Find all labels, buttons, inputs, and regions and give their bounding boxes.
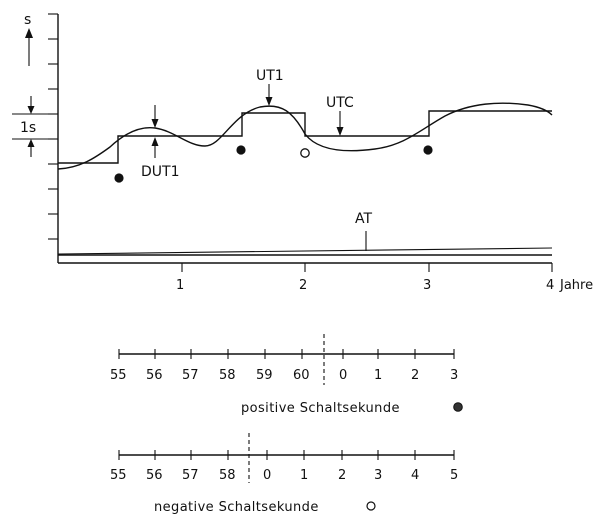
scale-tick: 56 bbox=[146, 368, 163, 383]
ut1-curve bbox=[57, 102, 553, 170]
scale-tick: 55 bbox=[110, 368, 127, 383]
one-second-marker: 1s bbox=[12, 96, 58, 157]
scale-tick: 0 bbox=[339, 368, 347, 383]
arrow-up-icon bbox=[151, 137, 159, 146]
x-tick-2: 2 bbox=[299, 278, 307, 293]
at-label: AT bbox=[355, 211, 372, 227]
x-axis-unit: Jahre bbox=[559, 278, 593, 293]
open-circle-icon bbox=[366, 501, 376, 511]
positive-leap-second-dot bbox=[236, 145, 246, 155]
scale-tick: 56 bbox=[146, 468, 163, 483]
time-plot: s 1s 1 2 3 4 Jahre AT bbox=[12, 12, 593, 293]
scale-tick: 1 bbox=[374, 368, 382, 383]
negative-leap-second-circle bbox=[300, 148, 310, 158]
scale-tick: 0 bbox=[263, 468, 271, 483]
scale-tick: 58 bbox=[219, 368, 236, 383]
y-axis-arrow-icon bbox=[25, 28, 33, 38]
scale-tick: 57 bbox=[182, 368, 199, 383]
scale-tick: 2 bbox=[411, 368, 419, 383]
positive-leap-second-scale: 55 56 57 58 59 60 0 1 2 3 positive Schal… bbox=[110, 334, 463, 416]
scale-tick: 58 bbox=[219, 468, 236, 483]
scale-tick: 3 bbox=[450, 368, 458, 383]
x-tick-1: 1 bbox=[176, 278, 184, 293]
scale-tick: 55 bbox=[110, 468, 127, 483]
scale-tick: 4 bbox=[411, 468, 419, 483]
scale-tick: 2 bbox=[338, 468, 346, 483]
scale-tick: 57 bbox=[182, 468, 199, 483]
positive-leap-second-dot bbox=[114, 173, 124, 183]
arrow-down-icon bbox=[27, 106, 35, 114]
scale-tick: 59 bbox=[256, 368, 273, 383]
scale-tick: 60 bbox=[293, 368, 310, 383]
arrow-down-icon bbox=[151, 119, 159, 128]
arrow-down-icon bbox=[336, 127, 344, 136]
one-second-label: 1s bbox=[20, 120, 36, 136]
at-line bbox=[57, 247, 553, 255]
arrow-down-icon bbox=[265, 97, 273, 106]
ut1-label: UT1 bbox=[256, 68, 284, 84]
utc-step-line bbox=[58, 110, 552, 164]
dut1-marker: DUT1 bbox=[141, 105, 180, 180]
x-axis-ticks bbox=[181, 263, 553, 272]
scale-tick: 3 bbox=[374, 468, 382, 483]
y-axis-ticks bbox=[48, 13, 58, 240]
arrow-up-icon bbox=[27, 139, 35, 147]
y-axis-label: s bbox=[24, 12, 31, 28]
scale-tick: 5 bbox=[450, 468, 458, 483]
dut1-label: DUT1 bbox=[141, 164, 180, 180]
x-tick-4: 4 bbox=[546, 278, 554, 293]
utc-label: UTC bbox=[326, 95, 354, 111]
x-tick-3: 3 bbox=[423, 278, 431, 293]
negative-leap-second-scale: 55 56 57 58 0 1 2 3 4 5 negative Schalts… bbox=[110, 433, 458, 515]
scale-tick: 1 bbox=[300, 468, 308, 483]
filled-circle-icon bbox=[453, 402, 463, 412]
negative-leap-caption: negative Schaltsekunde bbox=[154, 500, 319, 515]
positive-leap-second-dot bbox=[423, 145, 433, 155]
positive-leap-caption: positive Schaltsekunde bbox=[241, 401, 400, 416]
